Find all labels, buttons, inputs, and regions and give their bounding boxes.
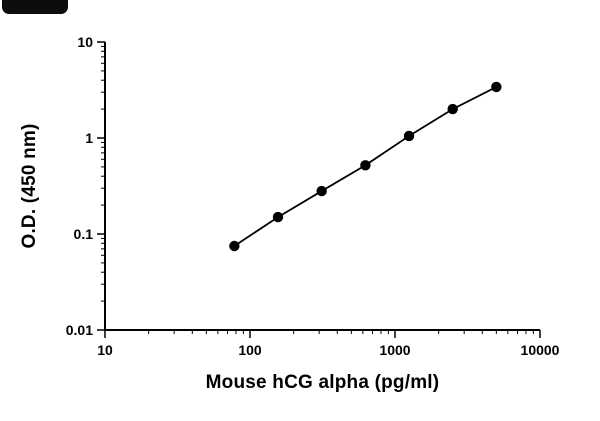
svg-text:1: 1 bbox=[85, 130, 93, 146]
svg-text:100: 100 bbox=[238, 342, 262, 358]
cropped-corner-tab-artifact bbox=[2, 0, 68, 14]
svg-text:0.01: 0.01 bbox=[66, 322, 93, 338]
svg-text:0.1: 0.1 bbox=[74, 226, 94, 242]
svg-text:10: 10 bbox=[97, 342, 113, 358]
svg-text:1000: 1000 bbox=[379, 342, 410, 358]
svg-text:10000: 10000 bbox=[521, 342, 560, 358]
x-axis-title: Mouse hCG alpha (pg/ml) bbox=[205, 372, 440, 393]
svg-text:10: 10 bbox=[77, 34, 93, 50]
y-axis-title: O.D. (450 nm) bbox=[19, 123, 40, 249]
